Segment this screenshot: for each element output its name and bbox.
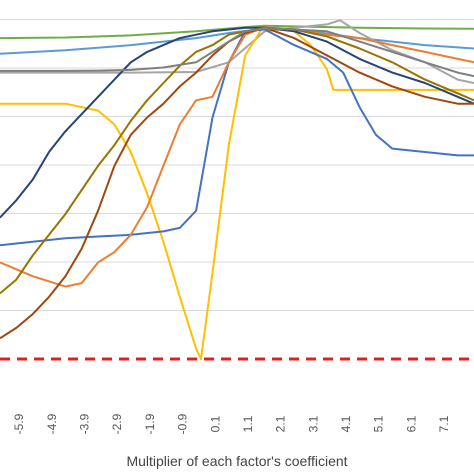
x-tick-label: 5.1 <box>372 415 386 432</box>
x-tick-label: 1.1 <box>241 415 255 432</box>
series-line-4 <box>0 28 474 360</box>
x-tick-labels: -6.9-5.9-4.9-3.9-2.9-1.9-0.90.11.12.13.1… <box>12 413 451 434</box>
x-tick-label: -5.9 <box>12 413 26 434</box>
x-tick-label: 7.1 <box>437 415 451 432</box>
x-tick-label: 3.1 <box>306 415 320 432</box>
series-line-8 <box>0 26 474 340</box>
x-tick-label: 4.1 <box>339 415 353 432</box>
x-tick-label: 0.1 <box>208 415 222 432</box>
x-tick-label: -3.9 <box>78 413 92 434</box>
series-line-9 <box>0 26 474 295</box>
series-line-1 <box>0 24 474 40</box>
x-tick-label: 2.1 <box>274 415 288 432</box>
series-line-6 <box>0 26 474 288</box>
x-tick-label: 6.1 <box>404 415 418 432</box>
series-line-7 <box>0 26 474 219</box>
series-line-10 <box>0 27 474 78</box>
x-tick-label: -1.9 <box>143 413 157 434</box>
series-lines <box>0 19 474 360</box>
series-line-5 <box>0 28 474 247</box>
x-axis-title: Multiplier of each factor's coefficient <box>126 453 347 469</box>
x-tick-label: -2.9 <box>110 413 124 434</box>
x-tick-label: -0.9 <box>176 413 190 434</box>
x-tick-label: -4.9 <box>45 413 59 434</box>
